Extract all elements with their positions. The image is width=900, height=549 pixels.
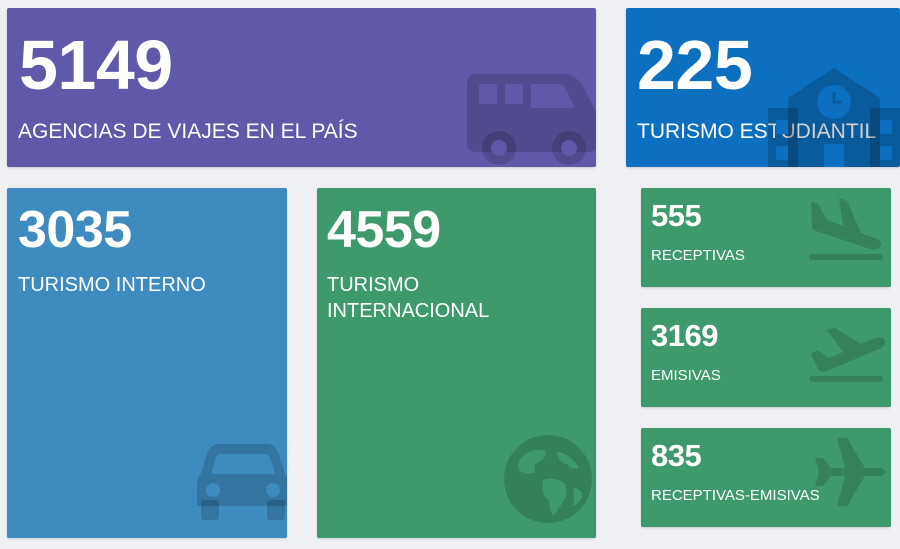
stat-value: 3169 [651,318,718,353]
stat-card-interno[interactable]: 3035 TURISMO INTERNO [7,188,287,538]
stat-label: AGENCIAS DE VIAJES EN EL PAÍS [18,120,358,143]
plane-departure-icon [807,320,885,384]
stat-value: 225 [637,26,753,104]
car-icon [197,438,287,520]
stat-card-receptivas-emisivas[interactable]: 835 RECEPTIVAS-EMISIVAS [641,428,891,527]
stat-label: EMISIVAS [651,367,721,384]
stat-value: 555 [651,198,702,233]
stat-label: RECEPTIVAS-EMISIVAS [651,487,820,504]
school-icon [768,64,900,167]
stat-value: 4559 [327,201,441,259]
stat-card-agencias[interactable]: 5149 AGENCIAS DE VIAJES EN EL PAÍS [7,8,596,167]
bus-icon [465,66,596,166]
stat-value: 835 [651,438,702,473]
plane-icon [813,438,885,506]
globe-icon [503,434,593,524]
plane-arrival-icon [807,198,885,262]
stat-label: TURISMO INTERNO [18,274,206,296]
stat-label: RECEPTIVAS [651,247,745,264]
stat-value: 3035 [18,201,132,259]
stat-card-emisivas[interactable]: 3169 EMISIVAS [641,308,891,407]
stat-card-internacional[interactable]: 4559 TURISMO INTERNACIONAL [317,188,596,538]
stat-card-estudiantil[interactable]: 225 TURISMO ESTUDIANTIL [626,8,900,167]
stat-label: TURISMO INTERNACIONAL [327,274,490,322]
stat-card-receptivas[interactable]: 555 RECEPTIVAS [641,188,891,287]
stat-value: 5149 [19,26,173,104]
stat-label: TURISMO ESTUDIANTIL [637,120,877,143]
